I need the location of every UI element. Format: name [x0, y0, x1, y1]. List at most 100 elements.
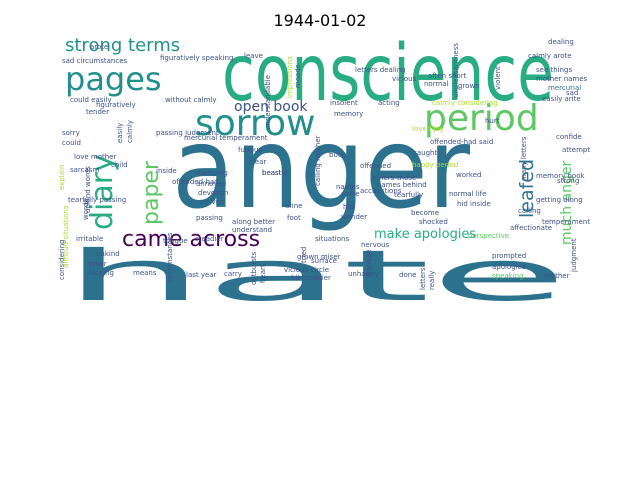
cloud-word: tearfully	[394, 191, 423, 199]
cloud-word: memory book	[536, 172, 585, 180]
cloud-word: accusations	[360, 187, 402, 195]
cloud-word: understandable	[264, 75, 272, 130]
cloud-word: nerves	[200, 198, 224, 206]
cloud-word: mother names	[536, 75, 588, 83]
cloud-word: wonder	[341, 213, 367, 221]
cloud-word: understand	[232, 226, 272, 234]
cloud-word: diary	[85, 154, 120, 230]
cloud-word: heart	[259, 264, 267, 283]
cloud-word: annoyed	[196, 180, 226, 188]
cloud-word: strong terms	[65, 35, 180, 56]
cloud-word: considering	[58, 239, 66, 280]
cloud-word: attempt	[562, 146, 590, 154]
cloud-word: bit steadier	[291, 274, 331, 282]
cloud-word: judgment	[570, 238, 578, 273]
cloud-word: foot	[287, 214, 301, 222]
cloud-word: many letters	[520, 136, 528, 181]
cloud-word: vicious	[392, 75, 417, 83]
cloud-word: nervous	[361, 241, 389, 249]
cloud-word: situations	[315, 235, 349, 243]
cloud-word: could	[62, 139, 81, 147]
cloud-word: tried	[300, 247, 308, 263]
cloud-word: see things	[536, 66, 572, 74]
cloud-word: child	[111, 161, 128, 169]
cloud-word: caught	[413, 149, 437, 157]
cloud-word: strong	[557, 177, 579, 185]
cloud-word: impressions	[286, 56, 294, 98]
cloud-word: love mother	[74, 153, 116, 161]
cloud-word: circumstances	[166, 232, 174, 283]
cloud-word: hurt	[485, 117, 500, 125]
cloud-word: unpleasantness	[452, 43, 460, 98]
cloud-word: done	[399, 271, 416, 279]
cloud-word: grown miser	[297, 253, 341, 261]
cloud-word: normal life	[449, 190, 486, 198]
cloud-word: sarcasm	[70, 166, 99, 174]
cloud-word: beastly	[262, 169, 288, 177]
cloud-word: often short	[428, 72, 467, 80]
cloud-word: easily	[116, 123, 124, 143]
cloud-word: clear	[249, 158, 266, 166]
cloud-word: unkind words	[84, 166, 92, 213]
cloud-word: unkind	[96, 250, 120, 258]
cloud-word: offended-had said	[430, 138, 493, 146]
cloud-word: mother	[544, 272, 570, 280]
cloud-word: names	[336, 183, 360, 191]
cloud-word: offended-had	[172, 178, 219, 186]
cloud-word: normal	[424, 80, 449, 88]
cloud-word: confide	[556, 133, 582, 141]
cloud-word: others-those	[372, 174, 416, 182]
cloud-word: stamping	[195, 169, 228, 177]
cloud-word: figuratively	[96, 101, 136, 109]
cloud-word: unhappy	[348, 270, 379, 278]
cloud-word: leafed	[516, 159, 538, 218]
cloud-word: arote	[90, 43, 108, 51]
cloud-word: explain	[58, 165, 66, 190]
cloud-word: steadier	[195, 235, 224, 243]
cloud-word: temperament	[542, 218, 590, 226]
cloud-word: furious	[238, 146, 262, 154]
cloud-word: calmly	[126, 120, 134, 143]
cloud-word: worked	[456, 171, 481, 179]
cloud-word: moods	[294, 64, 302, 88]
cloud-word: tearfully passing	[68, 196, 126, 204]
cloud-word: sorry	[62, 129, 80, 137]
cloud-word: could easily	[70, 96, 111, 104]
cloud-word: along better	[232, 218, 275, 226]
cloud-word: grown	[458, 82, 480, 90]
cloud-word: tender	[86, 108, 109, 116]
cloud-word: mercurial temperament	[184, 134, 268, 142]
cloud-word: conscience	[222, 29, 554, 119]
cloud-word: tongue	[163, 237, 188, 245]
cloud-word: insolent	[330, 99, 358, 107]
cloud-word: loved joy	[412, 125, 444, 133]
cloud-word: passing	[196, 214, 223, 222]
cloud-word: speaking	[492, 272, 524, 280]
cloud-word: make apologies	[374, 227, 476, 242]
cloud-word: circle	[341, 190, 360, 198]
cloud-word: period	[424, 98, 539, 139]
cloud-word: much anger	[559, 161, 575, 245]
cloud-word: passing judgment	[156, 129, 219, 137]
cloud-word: outbursts	[250, 251, 258, 285]
cloud-word: miser	[87, 260, 107, 268]
cloud-word: pages	[65, 60, 162, 98]
cloud-word: beastly	[262, 169, 288, 177]
cloud-word: calling	[518, 207, 541, 215]
cloud-word: vicious circle	[284, 266, 329, 274]
cloud-word: difficult situations	[62, 205, 70, 268]
cloud-word: last year	[186, 271, 217, 279]
cloud-word: getting along	[536, 196, 583, 204]
cloud-word: names behind	[377, 181, 427, 189]
cloud-word: words	[82, 199, 90, 220]
cloud-word: hate	[63, 235, 568, 317]
cloud-word: hid	[343, 203, 354, 211]
cloud-word: book	[329, 151, 347, 159]
cloud-word: leave	[244, 52, 263, 60]
cloud-word: letters	[419, 267, 427, 290]
cloud-word: happy period	[412, 161, 458, 169]
cloud-word: anger	[172, 104, 471, 234]
cloud-word: open book	[234, 99, 308, 115]
cloud-word: shocked	[419, 218, 448, 226]
